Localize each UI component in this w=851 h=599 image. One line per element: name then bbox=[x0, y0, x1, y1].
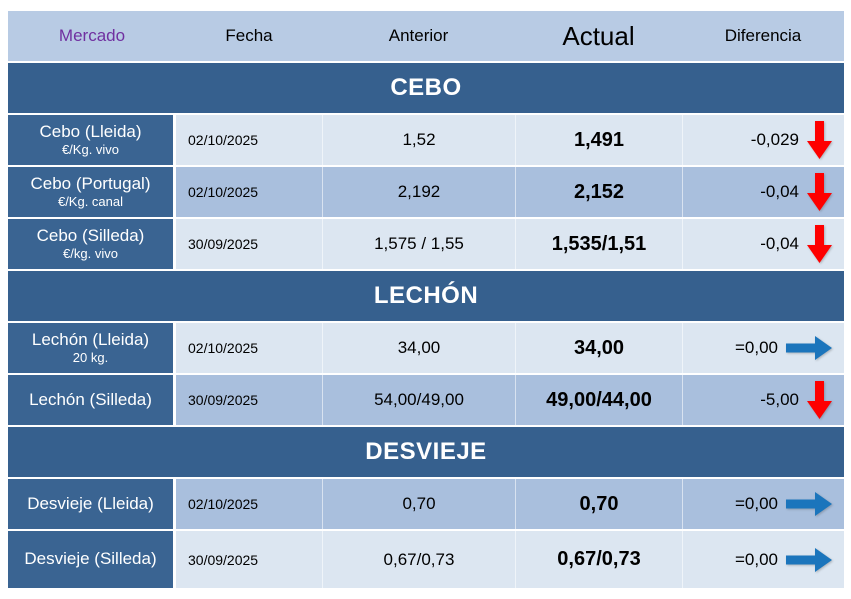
difference-cell: =0,00 bbox=[682, 323, 844, 373]
date-cell: 02/10/2025 bbox=[188, 340, 259, 356]
trend-arrow-icon bbox=[807, 381, 832, 419]
red-down-arrow-icon bbox=[807, 381, 832, 419]
date-cell: 30/09/2025 bbox=[188, 236, 259, 252]
market-name: Cebo (Silleda) bbox=[36, 226, 145, 246]
difference-value: =0,00 bbox=[734, 549, 778, 569]
column-header-fecha: Fecha bbox=[225, 26, 273, 45]
difference-value: =0,00 bbox=[734, 338, 778, 357]
market-cell: Lechón (Silleda) bbox=[8, 375, 176, 425]
market-name: Lechón (Lleida) bbox=[31, 330, 150, 350]
date-cell: 02/10/2025 bbox=[188, 496, 259, 512]
market-unit: €/Kg. canal bbox=[57, 194, 124, 210]
red-down-arrow-icon bbox=[807, 121, 832, 159]
difference-value: -0,04 bbox=[760, 182, 799, 201]
market-unit: €/Kg. vivo bbox=[61, 142, 120, 158]
market-cell: Lechón (Lleida) 20 kg. bbox=[8, 323, 176, 373]
blue-right-arrow-icon bbox=[786, 492, 832, 516]
market-name: Cebo (Portugal) bbox=[30, 174, 151, 194]
previous-price-cell: 2,192 bbox=[322, 167, 515, 217]
market-name: Lechón (Silleda) bbox=[29, 389, 152, 409]
table-row-cebo-portugal: Cebo (Portugal) €/Kg. canal 02/10/2025 2… bbox=[8, 167, 844, 217]
difference-value: =0,00 bbox=[734, 494, 778, 513]
current-price-cell: 1,535/1,51 bbox=[515, 219, 682, 269]
table-row-desvieje-silleda: Desvieje (Silleda) 30/09/2025 0,67/0,73 … bbox=[8, 531, 844, 588]
trend-arrow-icon bbox=[786, 335, 832, 361]
difference-cell: =0,00 bbox=[682, 479, 844, 529]
market-cell: Cebo (Silleda) €/kg. vivo bbox=[8, 219, 176, 269]
market-name: Desvieje (Silleda) bbox=[24, 549, 157, 569]
red-down-arrow-icon bbox=[807, 173, 832, 211]
table-row-cebo-lleida: Cebo (Lleida) €/Kg. vivo 02/10/2025 1,52… bbox=[8, 115, 844, 165]
column-header-diferencia: Diferencia bbox=[724, 26, 802, 45]
market-cell: Cebo (Portugal) €/Kg. canal bbox=[8, 167, 176, 217]
table-row-lechon-lleida: Lechón (Lleida) 20 kg. 02/10/2025 34,00 … bbox=[8, 323, 844, 373]
market-unit: 20 kg. bbox=[72, 350, 109, 366]
column-header-mercado: Mercado bbox=[58, 26, 126, 45]
price-table: Mercado Fecha Anterior Actual Diferencia… bbox=[8, 11, 844, 588]
previous-price-cell: 1,52 bbox=[322, 115, 515, 165]
current-price-cell: 1,491 bbox=[515, 115, 682, 165]
difference-cell: -0,04 bbox=[682, 219, 844, 269]
market-cell: Desvieje (Lleida) bbox=[8, 479, 176, 529]
current-price-cell: 0,70 bbox=[515, 479, 682, 529]
previous-price-cell: 0,70 bbox=[322, 479, 515, 529]
trend-arrow-icon bbox=[807, 121, 832, 159]
trend-arrow-icon bbox=[807, 225, 832, 263]
market-name: Cebo (Lleida) bbox=[39, 122, 142, 142]
difference-value: -0,029 bbox=[750, 130, 799, 149]
table-header-row: Mercado Fecha Anterior Actual Diferencia bbox=[8, 11, 844, 61]
blue-right-arrow-icon bbox=[786, 547, 832, 572]
section-header-desvieje: DESVIEJE bbox=[8, 427, 844, 477]
column-header-anterior: Anterior bbox=[388, 26, 449, 45]
previous-price-cell: 1,575 / 1,55 bbox=[322, 219, 515, 269]
previous-price-cell: 34,00 bbox=[322, 323, 515, 373]
difference-cell: =0,00 bbox=[682, 531, 844, 588]
market-name: Desvieje (Lleida) bbox=[27, 493, 154, 513]
table-row-cebo-silleda: Cebo (Silleda) €/kg. vivo 30/09/2025 1,5… bbox=[8, 219, 844, 269]
section-header-lechon: LECHÓN bbox=[8, 271, 844, 321]
trend-arrow-icon bbox=[786, 547, 832, 573]
market-unit: €/kg. vivo bbox=[63, 246, 118, 262]
current-price-cell: 49,00/44,00 bbox=[515, 375, 682, 425]
previous-price-cell: 0,67/0,73 bbox=[322, 531, 515, 588]
column-header-actual: Actual bbox=[562, 20, 635, 51]
trend-arrow-icon bbox=[807, 173, 832, 211]
date-cell: 02/10/2025 bbox=[188, 132, 259, 148]
market-cell: Cebo (Lleida) €/Kg. vivo bbox=[8, 115, 176, 165]
difference-value: -5,00 bbox=[760, 390, 799, 409]
section-header-cebo: CEBO bbox=[8, 63, 844, 113]
difference-cell: -0,04 bbox=[682, 167, 844, 217]
current-price-cell: 0,67/0,73 bbox=[515, 531, 682, 588]
table-row-lechon-silleda: Lechón (Silleda) 30/09/2025 54,00/49,00 … bbox=[8, 375, 844, 425]
previous-price-cell: 54,00/49,00 bbox=[322, 375, 515, 425]
difference-value: -0,04 bbox=[760, 234, 799, 253]
current-price-cell: 2,152 bbox=[515, 167, 682, 217]
date-cell: 30/09/2025 bbox=[188, 551, 259, 568]
difference-cell: -5,00 bbox=[682, 375, 844, 425]
market-cell: Desvieje (Silleda) bbox=[8, 531, 176, 588]
trend-arrow-icon bbox=[786, 491, 832, 517]
blue-right-arrow-icon bbox=[786, 336, 832, 360]
date-cell: 02/10/2025 bbox=[188, 184, 259, 200]
difference-cell: -0,029 bbox=[682, 115, 844, 165]
red-down-arrow-icon bbox=[807, 225, 832, 263]
date-cell: 30/09/2025 bbox=[188, 392, 259, 408]
table-row-desvieje-lleida: Desvieje (Lleida) 02/10/2025 0,70 0,70 =… bbox=[8, 479, 844, 529]
current-price-cell: 34,00 bbox=[515, 323, 682, 373]
